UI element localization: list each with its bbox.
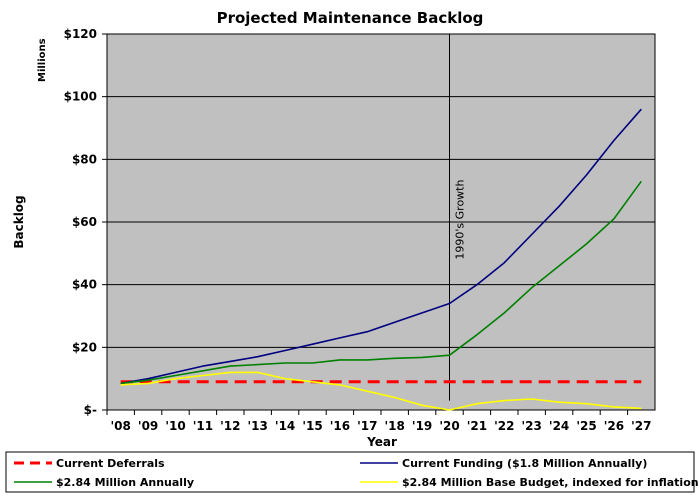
- series-line-4: [120, 371, 642, 411]
- x-tick-label: '20: [439, 419, 459, 433]
- y-tick-label: $40: [72, 278, 97, 292]
- y-tick-label: $60: [72, 215, 97, 229]
- y-tick-label: $120: [64, 27, 97, 41]
- x-tick-label: '18: [385, 419, 405, 433]
- x-tick-label: '27: [631, 419, 651, 433]
- y-tick-label: $100: [64, 90, 97, 104]
- x-tick-label: '12: [220, 419, 240, 433]
- legend-label-2: Current Funding ($1.8 Million Annually): [402, 457, 647, 470]
- y-tick-label: $20: [72, 340, 97, 354]
- x-tick-label: '26: [604, 419, 624, 433]
- chart-title: Projected Maintenance Backlog: [217, 9, 484, 27]
- y-tick-label: $80: [72, 152, 97, 166]
- y-unit-label: Millions: [37, 38, 48, 82]
- x-tick-label: '22: [494, 419, 514, 433]
- x-tick-label: '13: [248, 419, 268, 433]
- legend-box: [5, 451, 695, 493]
- legend: Current Deferrals Current Funding ($1.8 M…: [14, 457, 699, 489]
- x-tick-label: '21: [467, 419, 487, 433]
- x-tick-label: '10: [165, 419, 185, 433]
- y-axis-label: Backlog: [12, 195, 26, 248]
- x-tick-label: '14: [275, 419, 295, 433]
- legend-label-4: $2.84 Million Base Budget, indexed for i…: [402, 476, 699, 489]
- x-tick-label: '19: [412, 419, 432, 433]
- legend-label-1: Current Deferrals: [56, 457, 165, 470]
- x-tick-label: '16: [330, 419, 350, 433]
- annotation-text: 1990's Growth: [454, 180, 467, 260]
- y-axis-ticks: $- $20 $40 $60 $80 $100 $120: [64, 27, 107, 417]
- series-lines: [120, 108, 642, 411]
- x-tick-label: '17: [357, 419, 377, 433]
- x-tick-label: '23: [522, 419, 542, 433]
- x-tick-label: '15: [302, 419, 322, 433]
- x-tick-label: '11: [193, 419, 213, 433]
- x-axis-ticks: '08 '09 '10 '11 '12 '13 '14 '15 '16 '17 '18 '19 '20 '…: [106, 410, 651, 433]
- gridlines: [107, 96, 655, 348]
- x-tick-label: '24: [549, 419, 569, 433]
- x-tick-label: '08: [111, 419, 131, 433]
- x-tick-label: '25: [576, 419, 596, 433]
- x-tick-label: '09: [138, 419, 158, 433]
- legend-label-3: $2.84 Million Annually: [56, 476, 194, 489]
- series-line-2: [120, 108, 642, 385]
- x-axis-label: Year: [366, 435, 397, 449]
- y-tick-label: $-: [84, 403, 97, 417]
- series-line-3: [120, 180, 642, 385]
